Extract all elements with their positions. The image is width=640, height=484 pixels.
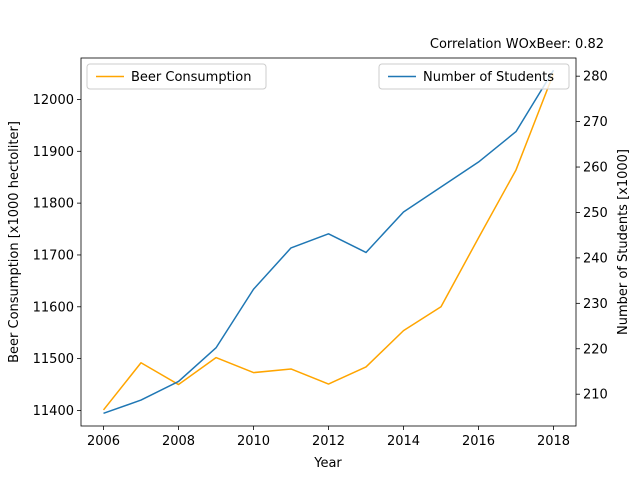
y-left-tick-label: 11800 [33, 197, 74, 212]
x-tick-label: 2014 [387, 434, 420, 449]
x-tick-label: 2016 [462, 434, 495, 449]
plot-area: 2006 2008 2010 2012 2014 2016 2018 11400 11500 11… [33, 57, 608, 449]
x-tick-label: 2012 [312, 434, 345, 449]
x-tick-label: 2010 [237, 434, 270, 449]
y-right-tick-label: 210 [583, 388, 608, 403]
y-right-tick-label: 250 [583, 206, 608, 221]
y-axis-right-label: Number of Students [x1000] [616, 149, 631, 335]
y-right-tick-label: 230 [583, 297, 608, 312]
legend-students-box [378, 63, 570, 90]
x-axis-label: Year [313, 456, 342, 471]
x-tick-label: 2006 [87, 434, 120, 449]
y-right-tick-label: 280 [583, 70, 608, 85]
y-right-tick-label: 220 [583, 342, 608, 357]
y-left-tick-label: 11500 [33, 352, 74, 367]
x-tick-label: 2008 [162, 434, 195, 449]
legend-beer-label: Beer Consumption [131, 70, 252, 85]
correlation-annotation: Correlation WOxBeer: 0.82 [430, 37, 604, 52]
y-right-tick-label: 240 [583, 251, 608, 266]
x-tick-label: 2018 [537, 434, 570, 449]
series-line-students [103, 69, 555, 414]
y-left-tick-label: 11900 [33, 145, 74, 160]
legend-students-label: Number of Students [423, 70, 554, 85]
legend-beer-box [86, 63, 267, 90]
y-right-tick-label: 260 [583, 161, 608, 176]
y-right-tick-label: 270 [583, 115, 608, 130]
series-line-beer [102, 73, 555, 411]
y-left-tick-label: 11700 [33, 248, 74, 263]
y-axis-left-label: Beer Consumption [x1000 hectoliter] [7, 121, 22, 363]
y-left-tick-label: 11600 [33, 300, 74, 315]
y-left-tick-label: 11400 [33, 404, 74, 419]
y-left-tick-label: 12000 [33, 93, 74, 108]
